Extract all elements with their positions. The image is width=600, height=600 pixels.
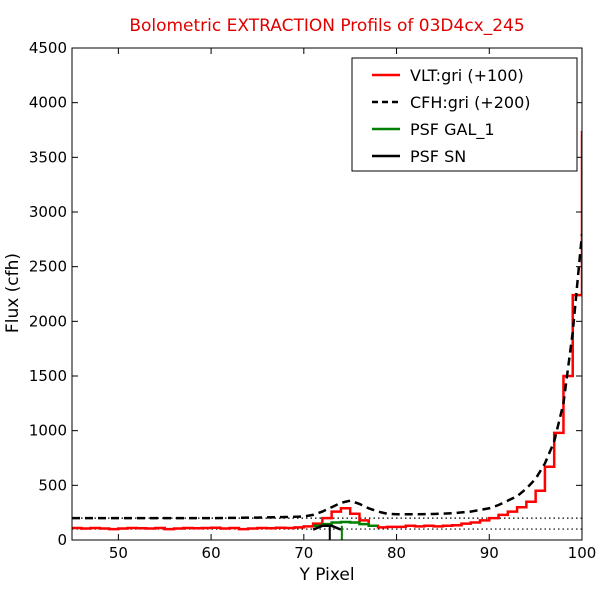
x-tick-label-3: 80 xyxy=(387,544,406,562)
x-tick-label-4: 90 xyxy=(480,544,499,562)
y-tick-label-1: 500 xyxy=(38,476,67,494)
legend-label-3: PSF SN xyxy=(410,147,466,166)
x-tick-label-2: 70 xyxy=(294,544,313,562)
legend-box xyxy=(351,57,578,172)
chart-title: Bolometric EXTRACTION Profils of 03D4cx_… xyxy=(129,16,524,36)
y-tick-label-9: 4500 xyxy=(29,39,67,57)
series-line-1 xyxy=(72,233,582,520)
series-layer xyxy=(72,130,582,540)
legend-label-1: CFH:gri (+200) xyxy=(410,93,531,112)
y-tick-label-8: 4000 xyxy=(29,94,67,112)
y-tick-label-0: 0 xyxy=(57,531,67,549)
x-tick-label-5: 100 xyxy=(568,544,597,562)
x-tick-label-1: 60 xyxy=(202,544,221,562)
plot-frame xyxy=(71,47,583,541)
legend-label-2: PSF GAL_1 xyxy=(410,120,495,140)
y-tick-label-2: 1000 xyxy=(29,422,67,440)
legend: VLT:gri (+100) CFH:gri (+200) PSF GAL_1 PSF… xyxy=(351,57,578,172)
y-tick-label-4: 2000 xyxy=(29,312,67,330)
y-axis-label: Flux (cfh) xyxy=(3,253,23,333)
plot-area: 50 60 70 80 90 100050010001500200025003000350… xyxy=(29,39,597,562)
x-axis-label: Y Pixel xyxy=(298,565,354,585)
y-tick-label-7: 3500 xyxy=(29,148,67,166)
series-line-3 xyxy=(312,524,342,531)
y-tick-label-3: 1500 xyxy=(29,367,67,385)
y-tick-label-6: 3000 xyxy=(29,203,67,221)
legend-label-0: VLT:gri (+100) xyxy=(410,66,524,85)
y-tick-label-5: 2500 xyxy=(29,258,67,276)
series-line-2 xyxy=(313,520,378,528)
x-tick-label-0: 50 xyxy=(109,544,128,562)
series-line-0 xyxy=(72,130,582,531)
